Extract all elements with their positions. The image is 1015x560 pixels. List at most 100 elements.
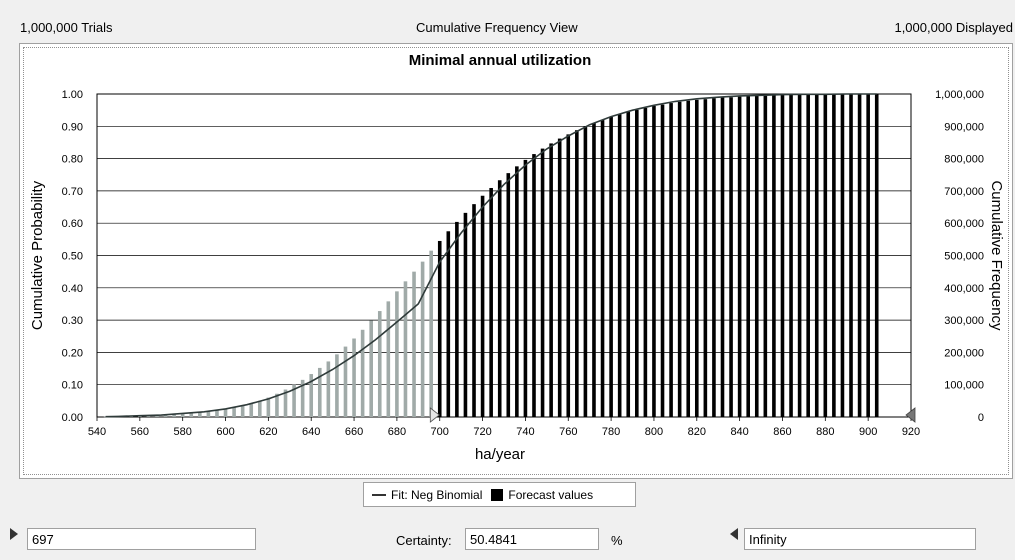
x-tick-label: 740 bbox=[516, 426, 534, 438]
forecast-bar bbox=[635, 109, 639, 418]
x-tick-label: 540 bbox=[88, 426, 106, 438]
forecast-bar bbox=[583, 126, 588, 418]
forecast-bar bbox=[232, 407, 236, 417]
forecast-bar bbox=[532, 154, 536, 417]
y-tick-label: 0.40 bbox=[62, 283, 83, 295]
x-tick-label: 780 bbox=[602, 426, 620, 438]
forecast-bar bbox=[686, 100, 691, 417]
x-tick-label: 840 bbox=[730, 426, 748, 438]
forecast-bar bbox=[609, 116, 613, 418]
forecast-bar bbox=[729, 97, 733, 418]
chart-inner-border bbox=[23, 47, 1009, 475]
forecast-bar bbox=[566, 134, 571, 417]
forecast-bar bbox=[395, 291, 399, 417]
forecast-bar bbox=[575, 130, 579, 417]
forecast-bar bbox=[754, 95, 759, 418]
forecast-swatch bbox=[491, 488, 504, 501]
upper-grabber-icon[interactable] bbox=[730, 528, 738, 540]
y2-tick-label: 500,000 bbox=[944, 251, 984, 263]
forecast-bar bbox=[180, 413, 185, 417]
forecast-bar bbox=[643, 107, 648, 417]
forecast-bar bbox=[249, 403, 254, 417]
forecast-bar bbox=[300, 379, 305, 417]
upper-grabber-marker bbox=[905, 407, 916, 423]
chart-frame: Minimal annual utilization 0.00 0 0.10 100,0… bbox=[19, 43, 1013, 479]
forecast-bar bbox=[737, 96, 742, 418]
forecast-bar bbox=[275, 393, 279, 417]
legend-fit-label: Fit: Neg Binomial bbox=[391, 487, 483, 502]
forecast-bar bbox=[343, 346, 348, 417]
forecast-bar bbox=[206, 411, 211, 417]
y2-tick-label: 700,000 bbox=[944, 186, 984, 198]
forecast-bar bbox=[617, 114, 622, 417]
forecast-bar bbox=[155, 415, 159, 417]
y2-tick-label: 400,000 bbox=[944, 283, 984, 295]
forecast-bar bbox=[377, 311, 382, 417]
forecast-bar bbox=[420, 261, 425, 417]
lower-grabber-icon[interactable] bbox=[10, 528, 18, 540]
y-tick-label: 0.30 bbox=[62, 315, 83, 327]
x-tick-label: 820 bbox=[688, 426, 706, 438]
forecast-bar bbox=[163, 414, 168, 417]
y-tick-label: 0.80 bbox=[62, 154, 83, 166]
x-tick-label: 660 bbox=[345, 426, 363, 438]
forecast-bar bbox=[463, 212, 468, 417]
forecast-bar bbox=[317, 367, 322, 417]
lower-grabber-marker bbox=[429, 407, 440, 423]
x-tick-label: 920 bbox=[902, 426, 920, 438]
forecast-bar bbox=[626, 111, 631, 417]
forecast-bar bbox=[326, 361, 331, 417]
x-tick-label: 600 bbox=[216, 426, 234, 438]
forecast-bar bbox=[189, 412, 194, 417]
forecast-bar bbox=[266, 397, 271, 417]
view-name[interactable]: Cumulative Frequency View bbox=[416, 20, 578, 35]
forecast-bar bbox=[489, 187, 493, 417]
forecast-bar bbox=[429, 250, 433, 417]
forecast-bar bbox=[763, 95, 768, 418]
forecast-bar bbox=[403, 281, 408, 417]
forecast-bar bbox=[694, 99, 699, 417]
forecast-bar bbox=[814, 94, 819, 417]
y-tick-label: 0.10 bbox=[62, 380, 83, 392]
certainty-controls: Certainty: % bbox=[0, 519, 1015, 560]
x-tick-label: 680 bbox=[388, 426, 406, 438]
certainty-input[interactable] bbox=[465, 528, 599, 550]
forecast-bar bbox=[497, 180, 502, 417]
upper-bound-input[interactable] bbox=[744, 528, 976, 550]
forecast-bar bbox=[223, 408, 228, 417]
y2-tick-label: 200,000 bbox=[944, 347, 984, 359]
y2-axis-label: Cumulative Frequency bbox=[988, 180, 1005, 331]
x-tick-label: 720 bbox=[473, 426, 491, 438]
forecast-bar bbox=[592, 123, 596, 417]
y-tick-label: 0.90 bbox=[62, 121, 83, 133]
cumulative-chart[interactable]: Minimal annual utilization 0.00 0 0.10 100,0… bbox=[20, 44, 1014, 480]
y-tick-label: 0.60 bbox=[62, 218, 83, 230]
percent-label: % bbox=[611, 533, 623, 548]
forecast-bar bbox=[446, 231, 451, 417]
x-tick-label: 560 bbox=[131, 426, 149, 438]
header-bar: 1,000,000 Trials Cumulative Frequency Vi… bbox=[0, 0, 1015, 44]
y2-tick-label: 0 bbox=[978, 412, 984, 424]
x-tick-label: 620 bbox=[259, 426, 277, 438]
forecast-bar bbox=[472, 204, 476, 417]
y2-tick-label: 600,000 bbox=[944, 218, 984, 230]
forecast-bar bbox=[712, 98, 716, 417]
y2-tick-label: 1,000,000 bbox=[935, 89, 984, 101]
forecast-bar bbox=[292, 384, 296, 417]
fit-line bbox=[105, 93, 877, 418]
forecast-bar bbox=[480, 195, 485, 417]
lower-bound-input[interactable] bbox=[27, 528, 256, 550]
forecast-bar bbox=[352, 338, 356, 417]
forecast-bar bbox=[103, 416, 108, 418]
y-axis-label: Cumulative Probability bbox=[29, 180, 46, 330]
forecast-bar bbox=[720, 97, 725, 417]
forecast-bar bbox=[600, 119, 605, 417]
forecast-bar bbox=[369, 320, 373, 417]
forecast-bar bbox=[669, 103, 673, 417]
forecast-bar bbox=[797, 94, 802, 417]
legend-forecast-label: Forecast values bbox=[508, 487, 594, 502]
forecast-bar bbox=[215, 410, 219, 417]
displayed-count: 1,000,000 Displayed bbox=[894, 20, 1013, 35]
certainty-label: Certainty: bbox=[396, 533, 452, 548]
y-tick-label: 0.50 bbox=[62, 251, 83, 263]
